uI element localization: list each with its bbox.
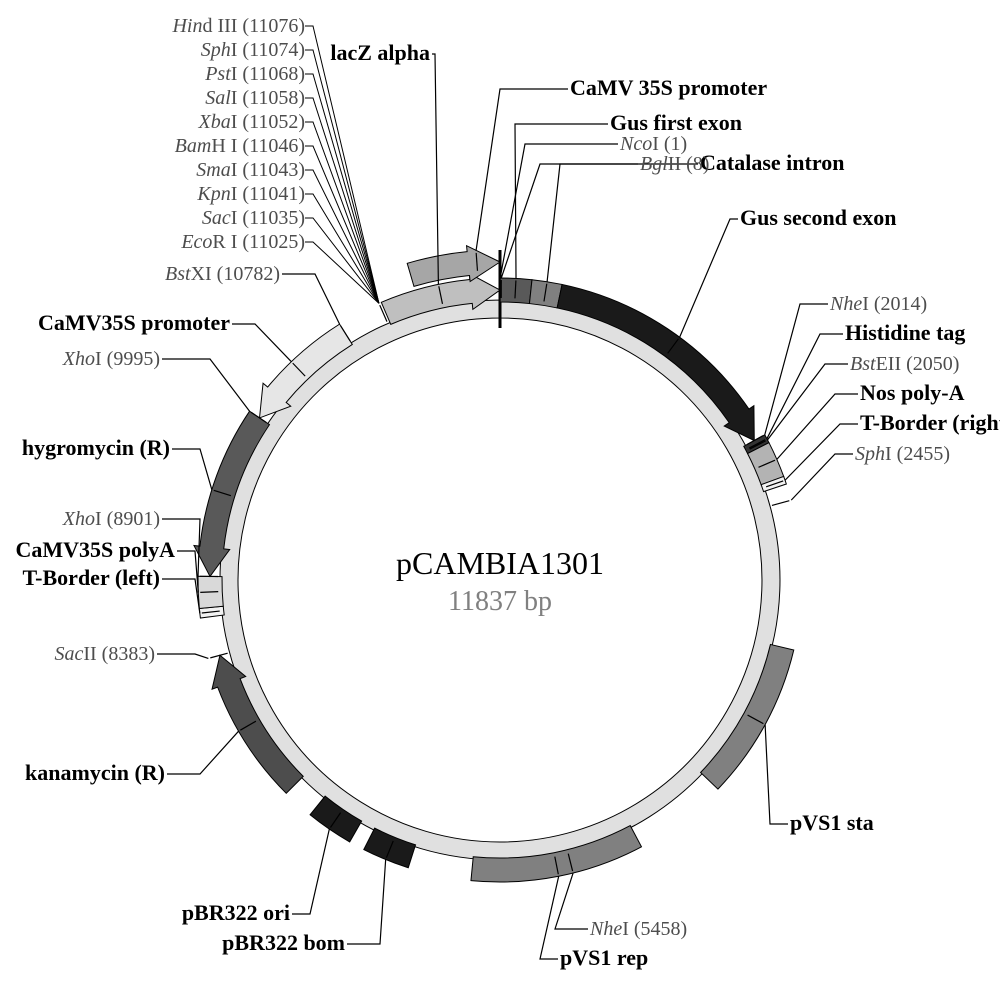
callout-line	[282, 274, 340, 324]
mcs-line	[305, 170, 379, 303]
feature-label: Gus second exon	[740, 205, 896, 230]
callout-line	[476, 89, 568, 251]
callout-tick	[210, 653, 227, 658]
feature-label: pVS1 rep	[560, 945, 648, 970]
mcs-site-label: KpnI (11041)	[196, 183, 305, 205]
site-label: SacII (8383)	[54, 643, 155, 665]
site-label: SphI (2455)	[855, 443, 950, 465]
callout-line	[501, 164, 638, 278]
mcs-site-label: XbaI (11052)	[198, 111, 305, 133]
feature-label: Catalase intron	[700, 150, 844, 175]
feature-label: kanamycin (R)	[25, 760, 165, 785]
mcs-site-label: SalI (11058)	[205, 87, 305, 109]
site-label: NheI (2014)	[829, 293, 927, 315]
callout-line	[347, 860, 386, 944]
callout-line	[292, 829, 329, 914]
callout-line	[177, 551, 198, 592]
mcs-site-label: SmaI (11043)	[196, 159, 305, 181]
feature-label: pVS1 sta	[790, 810, 874, 835]
callout-line	[540, 876, 559, 959]
site-label: NheI (5458)	[589, 918, 687, 940]
site-label: BstXI (10782)	[165, 263, 280, 285]
plasmid-size: 11837 bp	[448, 586, 552, 617]
site-label: BstEII (2050)	[850, 353, 959, 375]
mcs-site-label: EcoR I (11025)	[180, 231, 305, 253]
feature-camv-35s-promoter	[407, 246, 500, 287]
feature-label: pBR322 ori	[182, 900, 290, 925]
mcs-line	[305, 146, 379, 303]
callout-line	[162, 579, 200, 613]
feature-label: CaMV35S promoter	[38, 310, 230, 335]
callout-line	[555, 873, 588, 929]
plasmid-name: pCAMBIA1301	[396, 545, 604, 581]
callout-line	[680, 219, 738, 337]
site-label: NcoI (1)	[619, 133, 687, 155]
feature-label: pBR322 bom	[222, 930, 345, 955]
callout-line	[785, 424, 858, 480]
site-label: XhoI (8901)	[62, 508, 160, 530]
callout-line	[515, 124, 608, 278]
callout-line	[162, 359, 250, 411]
callout-line	[172, 449, 212, 490]
callout-line	[432, 54, 438, 284]
callout-line	[232, 324, 291, 362]
feature-label: T-Border (right)	[860, 410, 1000, 435]
mcs-site-label: BamH I (11046)	[175, 135, 305, 157]
feature-label: CaMV 35S promoter	[570, 75, 767, 100]
callout-line	[765, 725, 788, 824]
feature-label: Gus first exon	[610, 110, 742, 135]
feature-label: T-Border (left)	[23, 565, 160, 590]
callout-tick	[200, 592, 218, 593]
mcs-line	[305, 194, 379, 303]
callout-line	[791, 454, 853, 500]
feature-label: lacZ alpha	[330, 40, 430, 65]
mcs-site-label: SacI (11035)	[202, 207, 305, 229]
site-label: XhoI (9995)	[62, 348, 160, 370]
mcs-site-label: Hind III (11076)	[171, 15, 305, 37]
callout-line	[547, 164, 698, 282]
plasmid-map: lacZ alpha CaMV 35S promoter Gus first exo…	[0, 0, 1000, 1000]
callout-tick	[772, 501, 789, 506]
feature-label: Nos poly-A	[860, 380, 965, 405]
callout-line	[777, 394, 858, 459]
mcs-site-label: SphI (11074)	[201, 39, 305, 61]
callout-line	[765, 304, 828, 435]
feature-label: CaMV35S polyA	[15, 537, 175, 562]
callout-line	[167, 731, 239, 774]
site-label: BglII (8)	[640, 153, 709, 175]
feature-label: hygromycin (R)	[22, 435, 170, 460]
mcs-site-label: PstI (11068)	[204, 63, 305, 85]
feature-label: Histidine tag	[845, 320, 965, 345]
feature-kanamycin-r-	[212, 655, 303, 793]
callout-line	[157, 654, 208, 658]
